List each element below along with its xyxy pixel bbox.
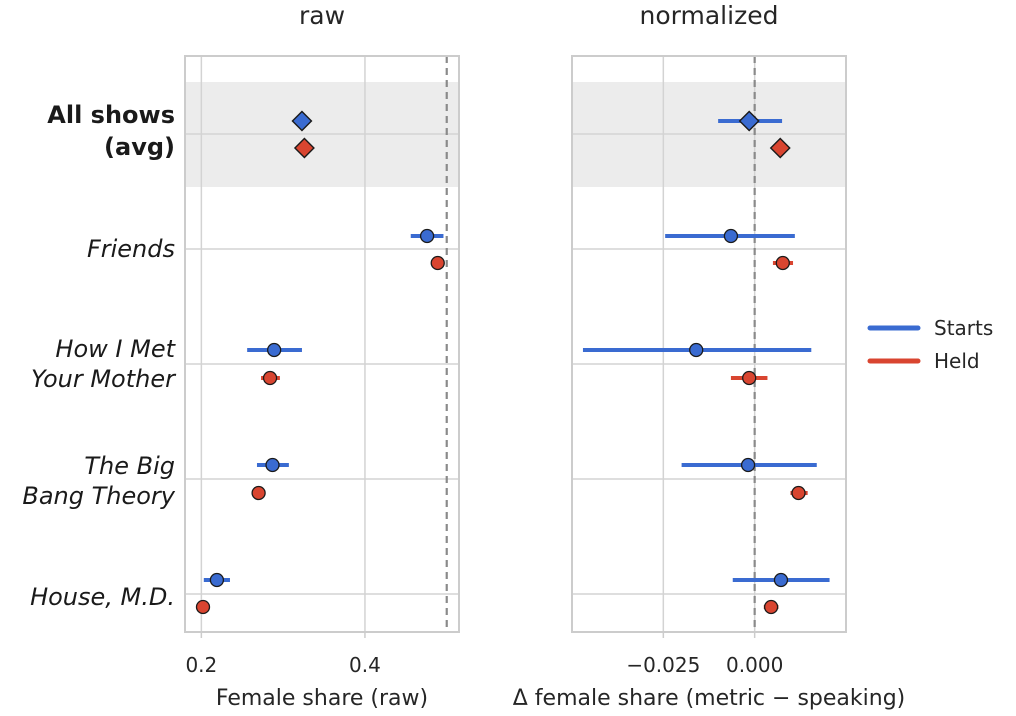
- normalized-frame: [571, 55, 847, 633]
- normalized-friends-starts-point: [723, 228, 739, 244]
- normalized-tick-label: 0.000: [726, 653, 783, 677]
- raw-frame: [184, 55, 460, 633]
- normalized-tick-label: −0.025: [626, 653, 700, 677]
- normalized-all-starts-point: [738, 110, 760, 132]
- normalized-himym-starts-point: [689, 342, 704, 358]
- normalized-title: normalized: [640, 1, 779, 30]
- legend-label-starts: Starts: [934, 316, 993, 340]
- normalized-himym-held-point: [742, 370, 757, 386]
- raw-tick-label: 0.4: [349, 653, 381, 677]
- raw-tick-label: 0.2: [185, 653, 217, 677]
- raw-title: raw: [299, 1, 345, 30]
- raw-panel: 0.2 0.4 raw Female share (raw): [184, 1, 460, 711]
- normalized-house-held-point: [763, 599, 779, 615]
- normalized-tbbt-held-point: [791, 485, 806, 501]
- raw-friends-starts-point: [419, 228, 435, 244]
- raw-tbbt-starts-point: [265, 457, 280, 473]
- raw-friends-held-point: [430, 255, 445, 271]
- row-label-house: House, M.D.: [30, 583, 175, 611]
- row-label-friends: Friends: [87, 235, 175, 263]
- normalized-xlabel: Δ female share (metric − speaking): [513, 686, 906, 711]
- row-label-tbbt: The Big Bang Theory: [22, 452, 175, 510]
- row-label-all: All shows (avg): [47, 101, 175, 161]
- legend: Starts Held: [867, 316, 993, 373]
- raw-house-held-point: [195, 599, 211, 615]
- normalized-panel: −0.025 0.000 normalized Δ female share (met…: [513, 1, 906, 711]
- raw-tbbt-held-point: [251, 485, 266, 501]
- raw-himym-starts-point: [267, 342, 282, 358]
- normalized-all-held-point: [769, 137, 791, 159]
- raw-himym-held-point: [262, 370, 278, 386]
- legend-label-held: Held: [934, 349, 980, 373]
- row-labels: All shows (avg) Friends How I Met Your Mothe…: [22, 101, 177, 611]
- normalized-house-starts-point: [773, 572, 789, 588]
- raw-all-starts-point: [291, 110, 313, 132]
- raw-xlabel: Female share (raw): [216, 686, 428, 711]
- raw-house-starts-point: [209, 572, 225, 588]
- row-label-himym: How I Met Your Mother: [31, 335, 177, 393]
- normalized-friends-held-point: [775, 255, 790, 271]
- raw-all-held-point: [293, 137, 315, 159]
- normalized-tbbt-starts-point: [740, 457, 756, 473]
